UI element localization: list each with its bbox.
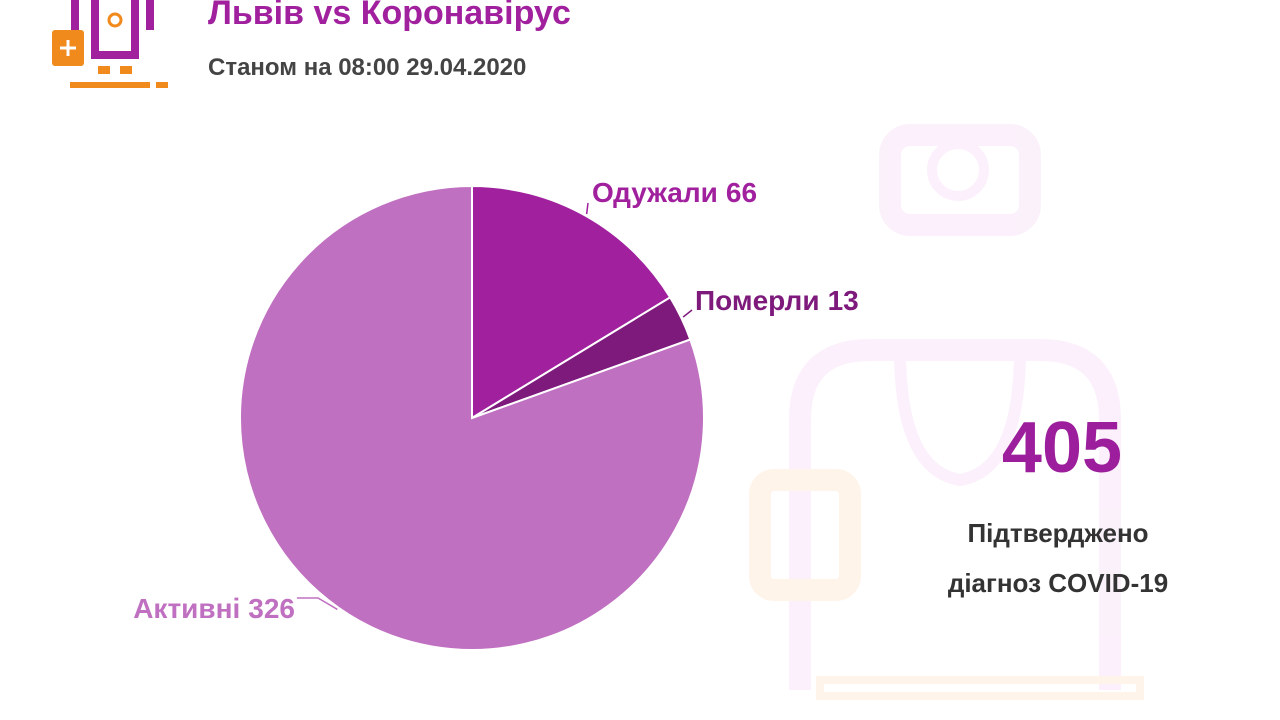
total-label: діагноз COVID-19	[948, 568, 1168, 598]
pie: Одужали 66 Померли 13 Активні 326	[133, 177, 859, 651]
slice-label-category: Померли	[695, 285, 820, 316]
subtitle: Станом на 08:00 29.04.2020	[208, 54, 526, 81]
slice-label-category: Одужали	[592, 177, 718, 208]
watermark	[749, 124, 1144, 700]
leader-line	[682, 309, 693, 318]
slice-label-value: 13	[828, 285, 859, 316]
total: 405	[1002, 408, 1122, 488]
slice-label: Померли 13	[695, 285, 859, 316]
slice-label-category: Активні	[133, 593, 240, 624]
leader-line	[585, 202, 589, 215]
leader-line	[297, 597, 338, 611]
logo	[52, 0, 168, 88]
slice-label-value: 66	[726, 177, 757, 208]
pie-slice	[471, 184, 672, 420]
slice-label: Активні 326	[133, 593, 295, 624]
pie-slice	[239, 184, 705, 651]
chart-title: Львів vs Коронавірус	[208, 0, 571, 32]
slice-label-value: 326	[248, 593, 295, 624]
slice-label: Одужали 66	[592, 177, 757, 208]
total-label: Підтверджено	[967, 518, 1148, 548]
